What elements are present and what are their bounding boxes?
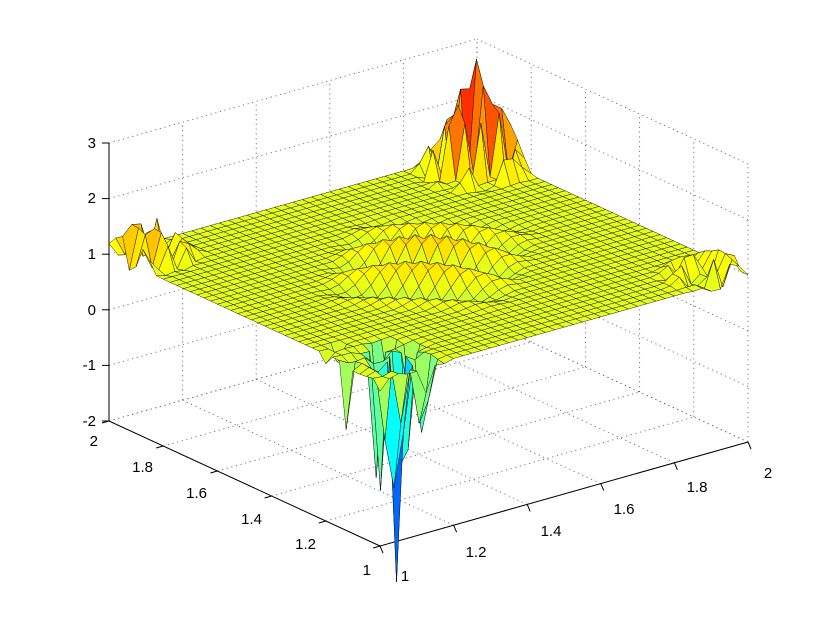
x-tick-label: 1 xyxy=(401,568,409,585)
x-tick-label: 1.4 xyxy=(541,523,562,540)
x-tick-label: 1.8 xyxy=(687,479,708,496)
wall-grid-line xyxy=(109,39,477,143)
y-tick-label: 1.8 xyxy=(132,459,153,476)
z-tick-label: -2 xyxy=(83,413,96,430)
y-tick-mark xyxy=(319,521,326,523)
x-tick-label: 2 xyxy=(764,465,772,482)
z-tick-label: 2 xyxy=(88,190,96,207)
floor-grid-line xyxy=(183,400,454,525)
y-tick-label: 1 xyxy=(363,562,371,579)
y-tick-label: 2 xyxy=(90,433,98,450)
x-tick-label: 1.2 xyxy=(466,544,487,561)
x-tick-mark xyxy=(748,442,751,449)
x-tick-mark xyxy=(601,484,604,491)
y-tick-label: 1.6 xyxy=(186,485,207,502)
y-tick-label: 1.2 xyxy=(295,536,316,553)
y-tick-mark xyxy=(265,496,272,498)
x-tick-mark xyxy=(674,463,677,470)
x-tick-mark xyxy=(527,504,530,511)
z-tick-label: 0 xyxy=(88,302,96,319)
z-tick-label: -1 xyxy=(83,357,96,374)
y-tick-mark xyxy=(210,471,217,473)
z-tick-label: 1 xyxy=(88,246,96,263)
floor-grid-line xyxy=(272,392,640,496)
x-tick-mark xyxy=(380,546,383,553)
y-tick-mark xyxy=(373,546,380,548)
z-tick-label: 3 xyxy=(88,135,96,152)
surface-mesh xyxy=(109,59,748,582)
y-tick-mark xyxy=(156,446,163,448)
x-tick-label: 1.6 xyxy=(614,501,635,518)
y-tick-label: 1.4 xyxy=(241,511,262,528)
x-tick-mark xyxy=(454,525,457,532)
